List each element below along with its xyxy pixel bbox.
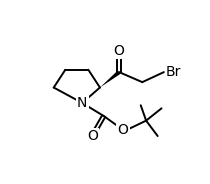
Text: O: O [114,44,125,58]
Text: Br: Br [165,65,181,79]
Text: N: N [77,96,87,110]
Polygon shape [100,70,121,88]
Text: O: O [118,123,129,137]
Text: O: O [87,129,98,143]
